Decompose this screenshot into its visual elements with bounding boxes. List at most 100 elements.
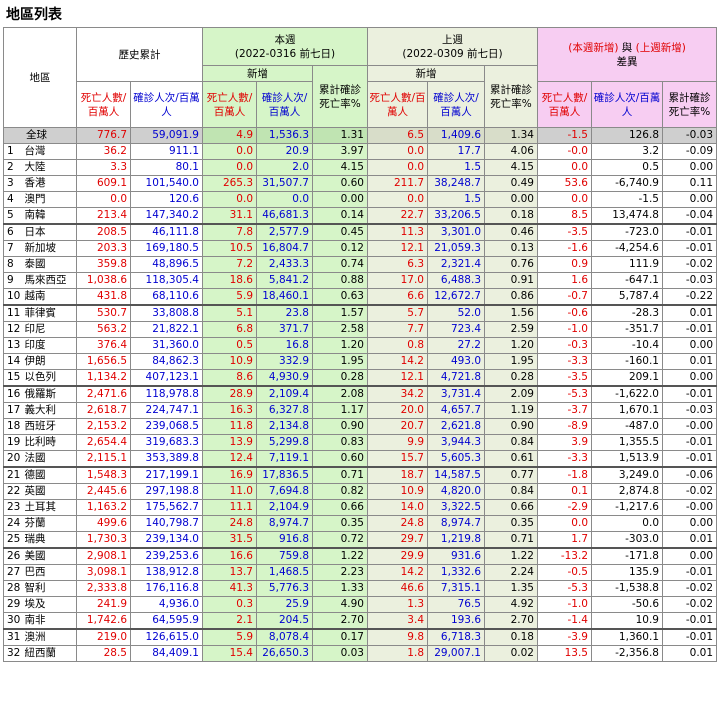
last-week-cases-cell: 4,820.0 xyxy=(427,483,485,500)
diff-cfr-cell: -0.03 xyxy=(661,127,718,144)
history-deaths-cell: 1,038.6 xyxy=(76,272,131,289)
diff-cases-cell: 3.2 xyxy=(591,143,663,160)
region-name: 菲律賓 xyxy=(21,304,77,322)
table-row: 19 比利時 2,654.4 319,683.3 13.9 5,299.8 0.83 9.9 3… xyxy=(3,434,718,451)
header-history: 歷史累計 xyxy=(76,27,203,82)
diff-cfr-cell: -0.03 xyxy=(661,402,718,419)
last-week-cases-cell: 1,409.6 xyxy=(427,127,485,144)
table-row: 13 印度 376.4 31,360.0 0.5 16.8 1.20 0.8 27.2 1.20-… xyxy=(3,337,718,354)
header-diff-compare: (本週新增) 與 (上週新增) xyxy=(539,41,715,55)
last-week-deaths-cell: 17.0 xyxy=(367,272,428,289)
rank-cell: 22 xyxy=(3,483,22,500)
this-week-cfr-cell: 1.33 xyxy=(312,580,368,597)
this-week-cfr-cell: 2.70 xyxy=(312,612,368,630)
table-row: 27 巴西 3,098.1 138,912.8 13.7 1,468.5 2.23 14.2 1… xyxy=(3,564,718,581)
last-week-deaths-cell: 14.0 xyxy=(367,499,428,516)
diff-deaths-cell: -1.6 xyxy=(537,240,592,257)
last-week-deaths-cell: 12.1 xyxy=(367,369,428,387)
this-week-deaths-cell: 7.2 xyxy=(202,256,257,273)
last-week-deaths-cell: 1.8 xyxy=(367,645,428,662)
history-deaths-cell: 499.6 xyxy=(76,515,131,532)
rank-cell: 25 xyxy=(3,531,22,549)
history-deaths-cell: 0.0 xyxy=(76,191,131,208)
history-cases-cell: 169,180.5 xyxy=(130,240,203,257)
last-week-cfr-cell: 0.66 xyxy=(484,499,538,516)
diff-cfr-cell: 0.00 xyxy=(661,369,718,387)
rank-cell: 1 xyxy=(3,143,22,160)
region-name: 巴西 xyxy=(21,564,77,581)
header-diff-last-week: (上週新增) xyxy=(635,41,686,54)
diff-cases-cell: 5,787.4 xyxy=(591,288,663,306)
global-row: 全球 776.7 59,091.9 4.9 1,536.3 1.31 6.5 1,409.6 1… xyxy=(3,127,718,144)
last-week-cases-cell: 17.7 xyxy=(427,143,485,160)
diff-deaths-cell: -1.0 xyxy=(537,596,592,613)
history-cases-cell: 175,562.7 xyxy=(130,499,203,516)
last-week-cfr-cell: 0.71 xyxy=(484,531,538,549)
last-week-cases-cell: 2,621.8 xyxy=(427,418,485,435)
rank-cell: 2 xyxy=(3,159,22,176)
region-name: 澳門 xyxy=(21,191,77,208)
this-week-cfr-cell: 0.82 xyxy=(312,483,368,500)
history-deaths-cell: 203.3 xyxy=(76,240,131,257)
sheet-title: 地區列表 xyxy=(6,7,62,23)
diff-cases-cell: -303.0 xyxy=(591,531,663,549)
this-week-cases-cell: 2,134.8 xyxy=(256,418,313,435)
last-week-cfr-cell: 0.84 xyxy=(484,483,538,500)
region-name: 法國 xyxy=(21,450,77,468)
header-last-week-range: (2022-0309 前七日) xyxy=(402,47,503,60)
this-week-deaths-cell: 6.8 xyxy=(202,321,257,338)
diff-cfr-cell: -0.01 xyxy=(661,628,718,646)
last-week-cases-cell: 6,718.3 xyxy=(427,628,485,646)
last-week-cases-cell: 1.5 xyxy=(427,159,485,176)
diff-cases-cell: 2,874.8 xyxy=(591,483,663,500)
history-deaths-cell: 359.8 xyxy=(76,256,131,273)
diff-deaths-cell: 0.9 xyxy=(537,256,592,273)
rank-cell: 31 xyxy=(3,628,22,646)
diff-deaths-cell: -0.0 xyxy=(537,143,592,160)
this-week-cases-cell: 16.8 xyxy=(256,337,313,354)
history-deaths-cell: 2,654.4 xyxy=(76,434,131,451)
last-week-deaths-cell: 6.6 xyxy=(367,288,428,306)
diff-cases-cell: -351.7 xyxy=(591,321,663,338)
diff-cfr-cell: 0.00 xyxy=(661,159,718,176)
last-week-cfr-cell: 0.61 xyxy=(484,450,538,468)
history-deaths-cell: 1,656.5 xyxy=(76,353,131,370)
this-week-cases-cell: 5,841.2 xyxy=(256,272,313,289)
rank-cell: 13 xyxy=(3,337,22,354)
this-week-cfr-cell: 1.22 xyxy=(312,547,368,565)
this-week-deaths-cell: 13.7 xyxy=(202,564,257,581)
this-week-cases-cell: 2,109.4 xyxy=(256,385,313,403)
this-week-cfr-cell: 0.71 xyxy=(312,466,368,484)
diff-cfr-cell: -0.01 xyxy=(661,612,718,630)
diff-deaths-cell: -5.3 xyxy=(537,385,592,403)
diff-cases-cell: -160.1 xyxy=(591,353,663,370)
table-row: 23 土耳其 1,163.2 175,562.7 11.1 2,104.9 0.66 14.0… xyxy=(3,499,718,516)
this-week-cases-cell: 23.8 xyxy=(256,304,313,322)
diff-cases-cell: -10.4 xyxy=(591,337,663,354)
diff-cases-cell: 13,474.8 xyxy=(591,207,663,225)
last-week-cases-cell: 2,321.4 xyxy=(427,256,485,273)
this-week-deaths-cell: 5.9 xyxy=(202,288,257,306)
this-week-cases-cell: 1,468.5 xyxy=(256,564,313,581)
region-name: 伊朗 xyxy=(21,353,77,370)
header-this-week-range: (2022-0316 前七日) xyxy=(234,47,336,60)
history-deaths-cell: 2,333.8 xyxy=(76,580,131,597)
last-week-deaths-cell: 0.0 xyxy=(367,143,428,160)
diff-cases-cell: 126.8 xyxy=(591,127,663,144)
region-name: 義大利 xyxy=(21,402,77,419)
last-week-cfr-cell: 0.13 xyxy=(484,240,538,257)
last-week-deaths-cell: 9.9 xyxy=(367,434,428,451)
history-cases-cell: 297,198.8 xyxy=(130,483,203,500)
this-week-cfr-cell: 0.60 xyxy=(312,450,368,468)
table-row: 3 香港 609.1 101,540.0 265.3 31,507.7 0.60 211.7 3… xyxy=(3,175,718,192)
region-name: 俄羅斯 xyxy=(21,385,77,403)
diff-cfr-cell: -0.01 xyxy=(661,240,718,257)
diff-cfr-cell: -0.03 xyxy=(661,272,718,289)
last-week-deaths-cell: 6.3 xyxy=(367,256,428,273)
history-deaths-cell: 431.8 xyxy=(76,288,131,306)
table-row: 30 南非 1,742.6 64,595.9 2.1 204.5 2.70 3.4 193.6 2… xyxy=(3,612,718,630)
region-name: 埃及 xyxy=(21,596,77,613)
last-week-cfr-cell: 2.09 xyxy=(484,385,538,403)
diff-deaths-cell: 13.5 xyxy=(537,645,592,662)
region-name: 比利時 xyxy=(21,434,77,451)
